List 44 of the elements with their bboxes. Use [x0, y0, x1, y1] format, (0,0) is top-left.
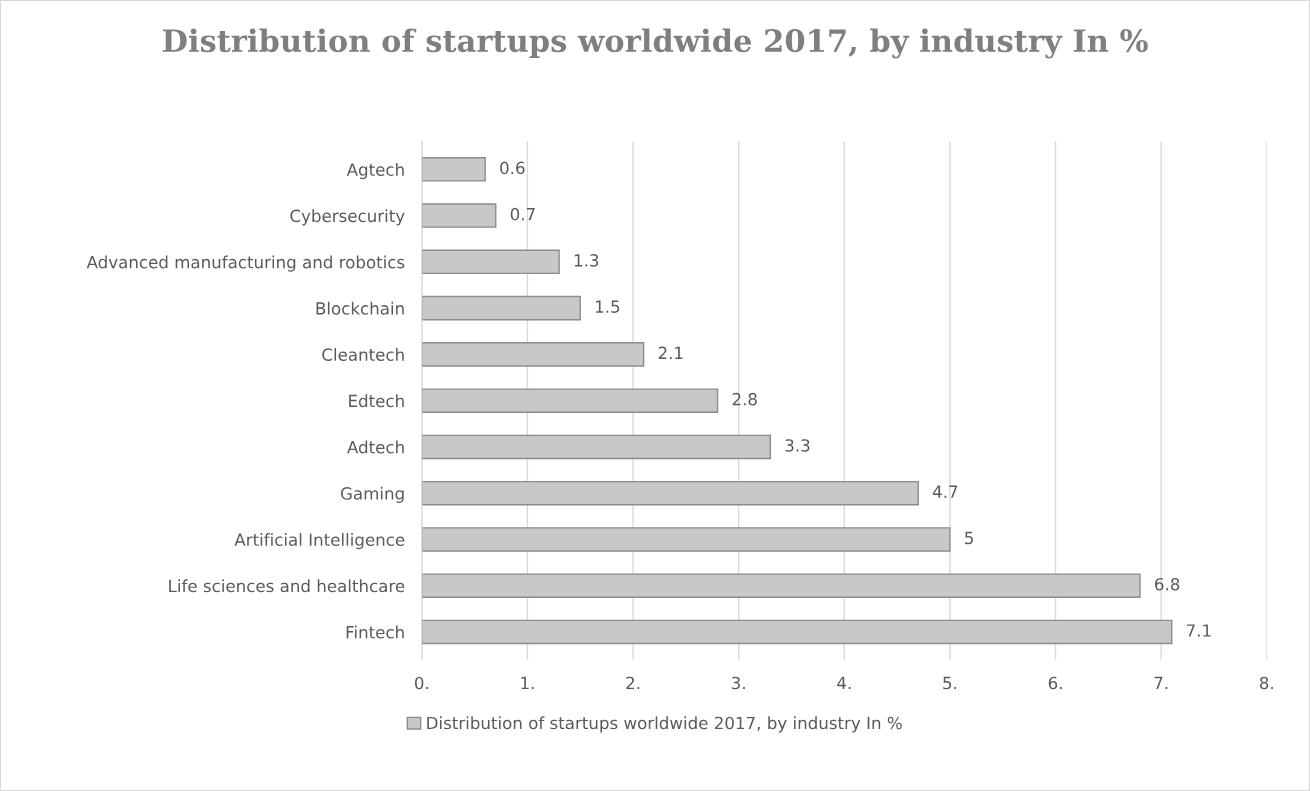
data-label: 4.7 [932, 485, 958, 498]
x-tick-label: 6. [1048, 676, 1062, 690]
x-tick-label: 1. [521, 676, 534, 690]
y-tick-label: Artificial Intelligence [234, 533, 405, 550]
data-label: 1.3 [574, 254, 599, 267]
y-tick-label: Fintech [346, 625, 404, 639]
bar [421, 480, 919, 506]
bar [421, 527, 951, 552]
data-label: 6.8 [1155, 577, 1180, 591]
data-label: 7.1 [1186, 624, 1211, 637]
bar [421, 295, 581, 321]
bar [421, 157, 486, 182]
y-tick-label: Life sciences and healthcare [169, 579, 405, 593]
y-tick-label: Edtech [349, 394, 404, 408]
bar [421, 203, 497, 228]
bar [421, 388, 719, 413]
data-label: 2.1 [658, 346, 683, 359]
bar [421, 434, 772, 460]
x-tick-label: 0. [414, 676, 428, 690]
y-tick-label: Cybersecurity [290, 209, 405, 226]
x-tick-label: 2. [626, 676, 640, 690]
y-tick-label: Cleantech [322, 348, 404, 361]
y-tick-label: Agtech [346, 163, 404, 180]
data-label: 1.5 [595, 300, 620, 313]
bar [421, 619, 1173, 645]
legend-label: Distribution of startups worldwide 2017, by industry In % [427, 716, 902, 733]
data-label: 3.3 [785, 439, 810, 452]
bar [421, 342, 645, 367]
bar [421, 249, 560, 275]
data-label: 2.8 [732, 392, 757, 406]
data-label: 0.7 [510, 207, 535, 221]
y-tick-label: Adtech [347, 440, 404, 454]
y-tick-label: Gaming [340, 486, 404, 503]
x-tick-label: 3. [732, 676, 745, 690]
y-tick-label: Blockchain [316, 301, 404, 315]
x-tick-label: 8. [1259, 676, 1273, 690]
data-label: 0.6 [500, 161, 525, 175]
chart-title: Distribution of startups worldwide 2017, by industry In % [162, 28, 1148, 59]
y-tick-label: Advanced manufacturing and robotics [86, 255, 405, 272]
x-tick-label: 5. [943, 676, 957, 690]
x-tick-label: 4. [837, 676, 851, 690]
x-tick-label: 7. [1154, 676, 1168, 690]
data-label: 5 [965, 531, 973, 545]
bar [421, 573, 1141, 598]
